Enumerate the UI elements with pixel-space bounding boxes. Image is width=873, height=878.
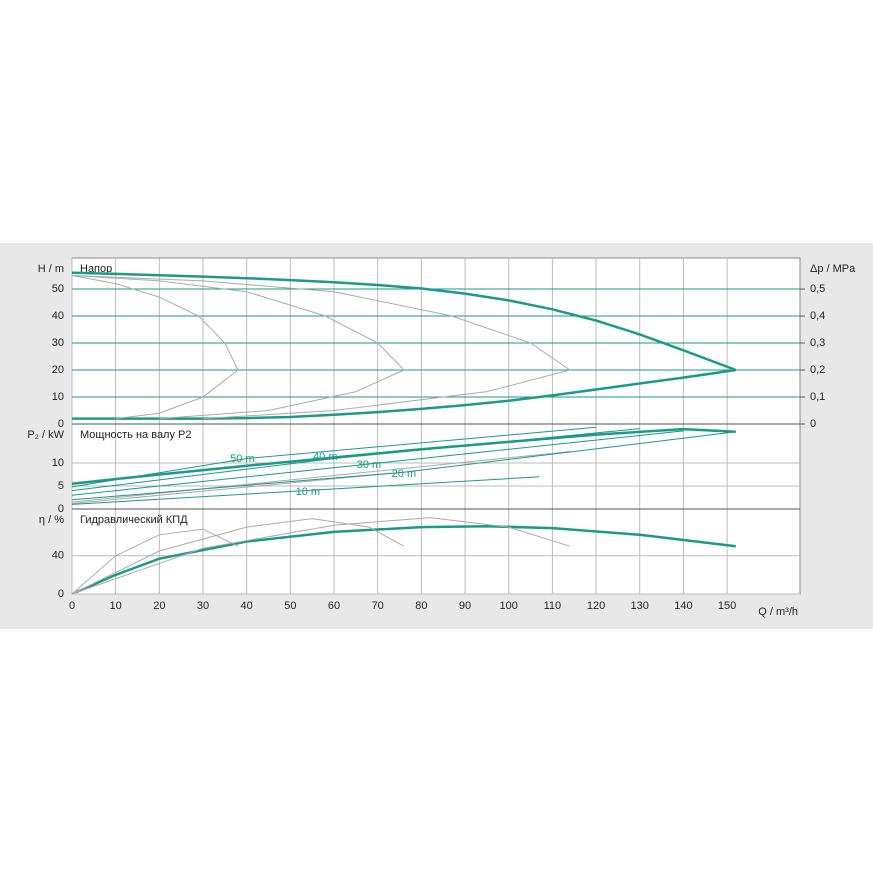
y-axis-label: η / % [39,514,64,526]
x-axis-label: Q / m³/h [758,606,798,618]
y-tick-label: 40 [52,310,64,322]
y2-tick-label: 0,3 [810,337,825,349]
x-tick-label: 70 [372,600,384,612]
curve [72,368,736,420]
y-tick-label: 5 [58,480,64,492]
panel-title: Мощность на валу P2 [80,429,192,441]
x-tick-label: 10 [110,600,122,612]
curve [202,369,571,420]
curve [71,518,405,595]
y-tick-label: 10 [52,391,64,403]
curve [71,471,404,504]
y-tick-label: 30 [52,337,64,349]
x-tick-label: 60 [328,600,340,612]
y-tick-label: 0 [58,588,64,600]
plot-area [71,257,801,595]
curve [159,369,405,420]
curve [71,476,540,505]
y-tick-label: 10 [52,457,64,469]
x-tick-label: 130 [631,600,649,612]
curve [71,431,736,501]
panel-title: Напор [80,263,112,275]
y2-tick-label: 0,2 [810,364,825,376]
x-tick-label: 140 [674,600,692,612]
x-tick-label: 50 [284,600,296,612]
curve [71,451,570,503]
y-axis-label: H / m [38,263,64,275]
curve [71,275,239,371]
y-tick-label: 0 [58,503,64,515]
curve [71,428,640,492]
curve [71,275,405,371]
curve [71,430,684,496]
curve [71,528,239,595]
annotation: 10 m [296,486,320,498]
panel-title: Гидравлический КПД [80,514,188,526]
x-tick-label: 150 [718,600,736,612]
annotation: 50 m [230,453,254,465]
curve [71,427,736,485]
y-tick-label: 0 [58,418,64,430]
x-tick-label: 40 [241,600,253,612]
curve [75,524,736,594]
x-tick-label: 100 [500,600,518,612]
curve [71,275,571,371]
curve [115,369,239,420]
y2-tick-label: 0,4 [810,310,825,322]
annotation: 40 m [313,451,337,463]
y-tick-label: 40 [52,550,64,562]
x-tick-label: 110 [544,600,562,612]
y2-tick-label: 0,5 [810,283,825,295]
y2-axis-label: Δp / MPa [810,263,856,275]
curve [71,426,597,488]
x-tick-label: 80 [415,600,427,612]
y-axis-label: P₂ / kW [27,429,64,441]
x-tick-label: 0 [69,600,75,612]
curve [71,271,737,372]
x-tick-label: 120 [587,600,605,612]
x-tick-label: 90 [459,600,471,612]
annotation: 20 m [392,468,416,480]
curve [71,517,571,595]
y-tick-label: 20 [52,364,64,376]
x-tick-label: 20 [153,600,165,612]
y2-tick-label: 0 [810,418,816,430]
annotation: 30 m [357,459,381,471]
y-tick-label: 50 [52,283,64,295]
y2-tick-label: 0,1 [810,391,825,403]
x-tick-label: 30 [197,600,209,612]
